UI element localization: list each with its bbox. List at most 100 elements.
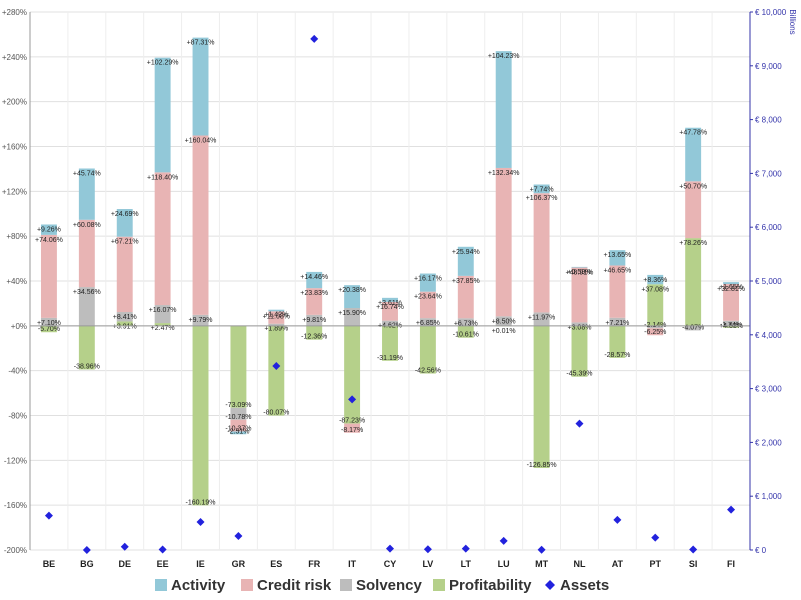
data-label: +8.50% — [492, 318, 516, 325]
category-label: AT — [612, 559, 624, 569]
data-label: +46.65% — [603, 267, 631, 274]
data-label: +47.78% — [679, 130, 707, 137]
right-tick-label: € 6,000 — [755, 223, 782, 232]
bar-activity — [40, 224, 57, 235]
assets-point — [689, 545, 698, 554]
data-label: -73.09% — [225, 402, 251, 409]
data-label: -4.07% — [682, 324, 704, 331]
assets-point — [499, 536, 508, 545]
data-label: -1.74% — [720, 322, 742, 329]
bar-profitability — [457, 325, 474, 338]
assets-point — [727, 505, 736, 514]
bar-profitability — [533, 325, 550, 469]
data-label: +8.41% — [113, 314, 137, 321]
bar-profitability — [192, 325, 209, 506]
bar-credit-risk — [382, 301, 398, 321]
category-label: BG — [80, 559, 94, 569]
data-label: +13.65% — [603, 252, 631, 259]
legend: Activity Credit risk Solvency Profitability… — [155, 577, 609, 594]
bar-credit-risk — [192, 135, 209, 315]
data-label: +8.36% — [643, 277, 667, 284]
legend-swatch-activity — [155, 579, 167, 591]
bar-activity — [154, 57, 171, 173]
bar-profitability — [116, 321, 133, 326]
legend-swatch-solvency — [340, 579, 352, 591]
bar-activity — [533, 184, 550, 194]
data-label: -28.57% — [604, 352, 630, 359]
data-label: -5.70% — [38, 326, 60, 333]
data-label: +50.70% — [679, 183, 707, 190]
bar-solvency — [457, 318, 474, 326]
data-label: +102.29% — [147, 60, 179, 67]
category-label: NL — [573, 559, 585, 569]
bar-solvency — [230, 407, 247, 420]
data-label: +2.47% — [151, 325, 175, 332]
category-label: LT — [461, 559, 472, 569]
left-tick-label: +200% — [2, 98, 27, 107]
data-label: -10.61% — [453, 332, 479, 339]
data-label: +16.07% — [149, 307, 177, 314]
data-label: +1.65% — [719, 284, 743, 291]
bar-profitability — [344, 325, 361, 424]
data-label: +3.08% — [568, 324, 592, 331]
bar-credit-risk — [116, 236, 133, 313]
data-label: +16.74% — [376, 304, 404, 311]
data-label: -10.37% — [225, 425, 251, 432]
assets-point — [537, 545, 546, 554]
assets-point — [82, 546, 91, 554]
data-label: +16.17% — [414, 276, 442, 283]
bar-activity — [647, 274, 664, 285]
right-axis-unit: Billions — [788, 9, 797, 34]
bar-activity — [685, 127, 702, 182]
bar-activity — [192, 37, 209, 136]
left-tick-label: +0% — [11, 322, 27, 331]
data-label: +9.81% — [302, 317, 326, 324]
assets-point — [575, 419, 584, 428]
bar-solvency — [647, 325, 664, 329]
right-tick-label: € 2,000 — [755, 438, 782, 447]
bar-credit-risk — [78, 219, 95, 288]
data-label: +87.31% — [187, 40, 215, 47]
bar-solvency — [495, 316, 512, 326]
bars — [40, 37, 740, 506]
bar-credit-risk — [344, 423, 361, 433]
right-tick-label: € 1,000 — [755, 492, 782, 501]
data-label: +9.26% — [37, 226, 61, 233]
data-label: +104.23% — [488, 53, 520, 60]
assets-point — [348, 395, 357, 404]
bar-profitability — [571, 325, 588, 377]
left-tick-label: -40% — [8, 367, 27, 376]
data-label: +23.83% — [300, 290, 328, 297]
data-label: -2.51% — [227, 428, 249, 435]
left-tick-label: +240% — [2, 53, 27, 62]
bar-profitability — [609, 325, 626, 358]
left-tick-label: +40% — [6, 277, 27, 286]
bar-profitability — [78, 325, 95, 370]
legend-swatch-profitability — [433, 579, 445, 591]
bar-profitability — [306, 325, 323, 340]
data-label: +14.46% — [300, 274, 328, 281]
assets-point — [44, 511, 53, 520]
legend-label: Assets — [560, 577, 609, 594]
bar-profitability — [40, 325, 57, 333]
category-label: CY — [384, 559, 397, 569]
bar-activity — [571, 266, 588, 268]
bar-activity — [116, 209, 133, 237]
data-label: +32.81% — [717, 286, 745, 293]
legend-label: Activity — [171, 577, 226, 594]
bar-profitability — [268, 325, 285, 416]
bar-profitability — [230, 325, 247, 408]
right-tick-label: € 3,000 — [755, 385, 782, 394]
assets-point — [423, 545, 432, 554]
data-label: +7.10% — [37, 320, 61, 327]
category-label: ES — [270, 559, 282, 569]
left-tick-label: -120% — [4, 456, 27, 465]
left-tick-label: -200% — [4, 546, 27, 555]
bar-activity — [419, 273, 436, 292]
category-label: LU — [498, 559, 510, 569]
right-tick-label: € 0 — [755, 546, 767, 555]
data-label: +6.85% — [416, 320, 440, 327]
data-label: -8.17% — [341, 427, 363, 434]
legend-marker-assets — [545, 580, 555, 590]
